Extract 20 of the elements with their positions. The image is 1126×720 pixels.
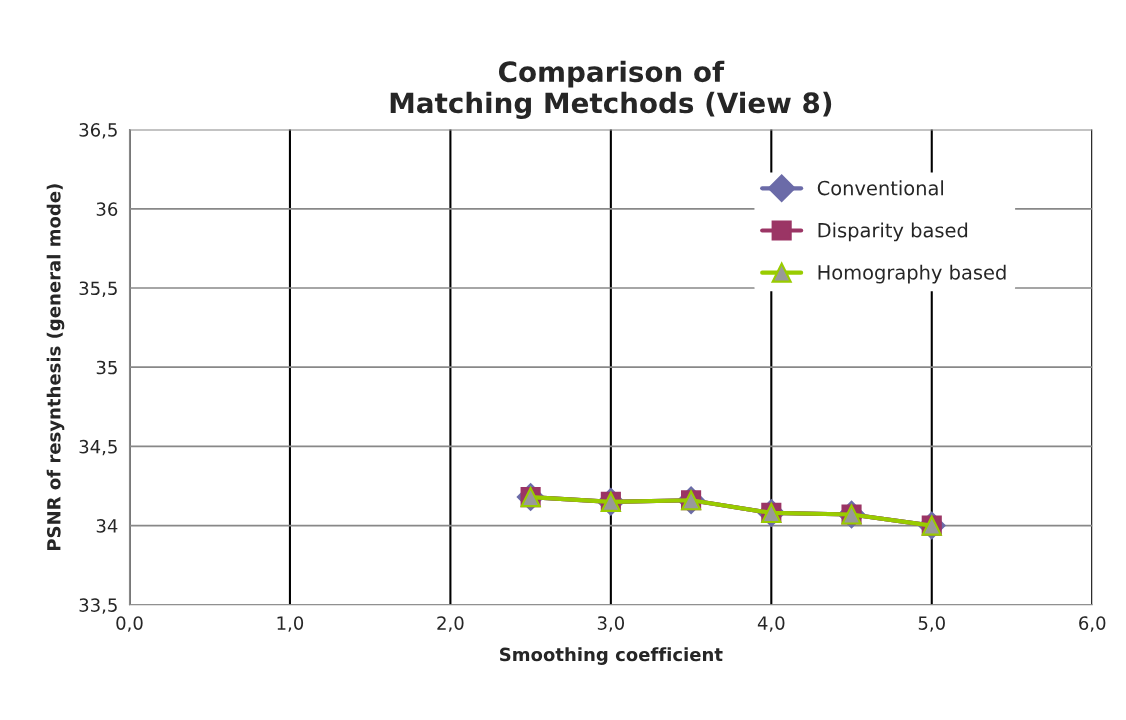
x-tick-label: 6,0: [1079, 616, 1106, 632]
y-tick-label: 34: [96, 519, 118, 533]
x-tick-label: 0,0: [116, 616, 143, 632]
x-tick-label: 2,0: [437, 616, 464, 632]
y-axis-title: PSNR of resynthesis (general mode): [46, 184, 65, 551]
y-tick-label: 35: [96, 360, 117, 375]
x-tick-label: 5,0: [918, 616, 945, 632]
y-tick-label: 34,5: [79, 439, 117, 456]
chart-title: Comparison of Matching Metchods (View 8): [390, 60, 832, 119]
legend-label: Conventional: [817, 180, 943, 196]
legend-label: Disparity based: [818, 222, 968, 242]
legend-label: Homography based: [818, 264, 1006, 284]
x-axis-title: Smoothing coefficient: [500, 647, 723, 665]
y-tick-label: 33,5: [79, 598, 117, 614]
x-tick-label: 4,0: [757, 616, 785, 632]
x-tick-label: 3,0: [597, 616, 625, 632]
x-tick-label: 1,0: [277, 616, 304, 632]
y-tick-label: 35,5: [79, 281, 117, 297]
y-tick-label: 36,5: [79, 123, 117, 139]
y-tick-label: 36: [96, 202, 118, 216]
